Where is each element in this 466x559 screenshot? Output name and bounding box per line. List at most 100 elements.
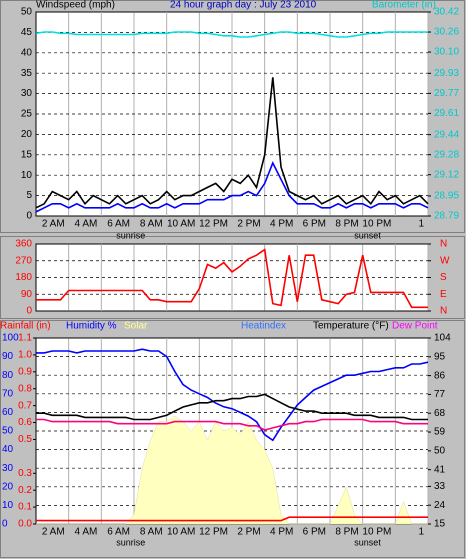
y2label: Barometer (in)	[372, 0, 436, 11]
y2-tick-label: W	[440, 255, 450, 266]
y2-tick-label: 104	[434, 333, 451, 344]
y-tick-label: 60	[2, 407, 14, 418]
y3-tick-label: 0.0	[18, 519, 32, 530]
y3-tick-label: 0.6	[18, 417, 32, 428]
y2-tick-label: E	[440, 289, 447, 300]
area	[36, 415, 428, 525]
y-tick-label: 270	[15, 255, 32, 266]
annotation: sunset	[354, 230, 381, 240]
y2-tick-label: 86	[434, 370, 446, 381]
y-tick-label: 15	[21, 149, 33, 160]
x-tick-label: 8 PM	[335, 527, 358, 538]
legend-entry: Rainfall (in)	[0, 321, 51, 332]
y2-tick-label: 29.28	[434, 149, 459, 160]
ylabel: Windspeed (mph)	[36, 0, 115, 11]
y2-tick-label: 29.12	[434, 169, 459, 180]
y-tick-label: 100	[2, 333, 19, 344]
y-tick-label: 20	[2, 481, 14, 492]
y-tick-label: 0	[2, 519, 8, 530]
series-line	[35, 77, 429, 209]
legend-entry: Temperature (°F)	[313, 321, 389, 332]
x-tick-label: 2 AM	[42, 219, 65, 230]
y2-tick-label: N	[440, 239, 447, 250]
y3-tick-label: 1.1	[18, 333, 32, 344]
y3-tick-label: 0.8	[18, 383, 32, 394]
y-tick-label: 40	[21, 47, 33, 58]
series-line	[35, 31, 428, 38]
y2-tick-label: 29.61	[434, 108, 459, 119]
y-tick-label: 35	[21, 68, 33, 79]
annotation: sunset	[354, 537, 381, 547]
y-tick-label: 25	[21, 109, 33, 120]
y2-tick-label: 68	[434, 408, 446, 419]
y2-tick-label: 59	[434, 427, 446, 438]
y-tick-label: 30	[2, 463, 14, 474]
y2-tick-label: 50	[434, 445, 446, 456]
y3-tick-label: 1.0	[18, 350, 32, 361]
x-tick-label: 6 AM	[107, 219, 130, 230]
y2-tick-label: 41	[434, 464, 446, 475]
y2-tick-label: N	[440, 306, 447, 317]
x-tick-label: 6 PM	[303, 527, 326, 538]
x-tick-label: 6 AM	[107, 527, 130, 538]
y-tick-label: 0	[26, 306, 32, 317]
x-tick-label: 2 PM	[237, 527, 260, 538]
x-tick-label: 2 PM	[237, 219, 260, 230]
x-tick-label: 8 PM	[335, 219, 358, 230]
x-tick-label: 4 AM	[75, 527, 98, 538]
y3-tick-label: 0.2	[18, 485, 32, 496]
x-tick-label: 10 AM	[167, 219, 195, 230]
panel-frame	[0, 320, 465, 558]
y2-tick-label: 30.26	[434, 27, 459, 38]
x-tick-label: 1	[418, 219, 424, 230]
x-tick-label: 10 PM	[362, 219, 391, 230]
title: 24 hour graph day : July 23 2010	[170, 0, 317, 11]
x-tick-label: 12 PM	[199, 219, 228, 230]
legend-entry: Dew Point	[392, 321, 438, 332]
y2-tick-label: 29.44	[434, 129, 459, 140]
legend-entry: Humidity %	[66, 321, 117, 332]
series-line	[36, 516, 428, 522]
x-tick-label: 12 PM	[199, 527, 228, 538]
y-tick-label: 10	[21, 170, 33, 181]
y-tick-label: 360	[15, 239, 32, 250]
y2-tick-label: 15	[434, 519, 446, 530]
y2-tick-label: 95	[434, 351, 446, 362]
y-tick-label: 30	[21, 88, 33, 99]
y-tick-label: 80	[2, 370, 14, 381]
annotation: sunrise	[116, 537, 145, 547]
x-tick-label: 6 PM	[303, 219, 326, 230]
y2-tick-label: 29.77	[434, 88, 459, 99]
y-tick-label: 50	[2, 426, 14, 437]
y-tick-label: 5	[26, 190, 32, 201]
y-tick-label: 50	[21, 7, 33, 18]
x-tick-label: 4 AM	[75, 219, 98, 230]
y-tick-label: 180	[15, 272, 32, 283]
y-tick-label: 90	[2, 351, 14, 362]
y2-tick-label: 33	[434, 481, 446, 492]
y3-tick-label: 0.9	[18, 366, 32, 377]
series-line	[35, 161, 429, 213]
y2-tick-label: 28.95	[434, 191, 459, 202]
y-tick-label: 45	[21, 27, 33, 38]
x-tick-label: 10 AM	[167, 527, 195, 538]
y3-tick-label: 0.7	[18, 400, 32, 411]
series-line	[36, 393, 428, 421]
y2-tick-label: 29.93	[434, 68, 459, 79]
y2-tick-label: 30.10	[434, 47, 459, 58]
y3-tick-label: 0.5	[18, 434, 32, 445]
y-tick-label: 0	[26, 211, 32, 222]
x-tick-label: 10 PM	[362, 527, 391, 538]
y2-tick-label: 30.42	[434, 7, 459, 18]
y-tick-label: 10	[2, 500, 14, 511]
y2-tick-label: S	[440, 272, 447, 283]
x-tick-label: 2 AM	[42, 527, 65, 538]
y2-tick-label: 24	[434, 500, 446, 511]
x-tick-label: 1	[418, 527, 424, 538]
series-line	[36, 418, 428, 431]
legend-entry: Solar	[124, 321, 148, 332]
panel-frame	[0, 0, 465, 233]
x-tick-label: 4 PM	[270, 527, 293, 538]
panel-frame	[0, 236, 465, 319]
y-tick-label: 20	[21, 129, 33, 140]
